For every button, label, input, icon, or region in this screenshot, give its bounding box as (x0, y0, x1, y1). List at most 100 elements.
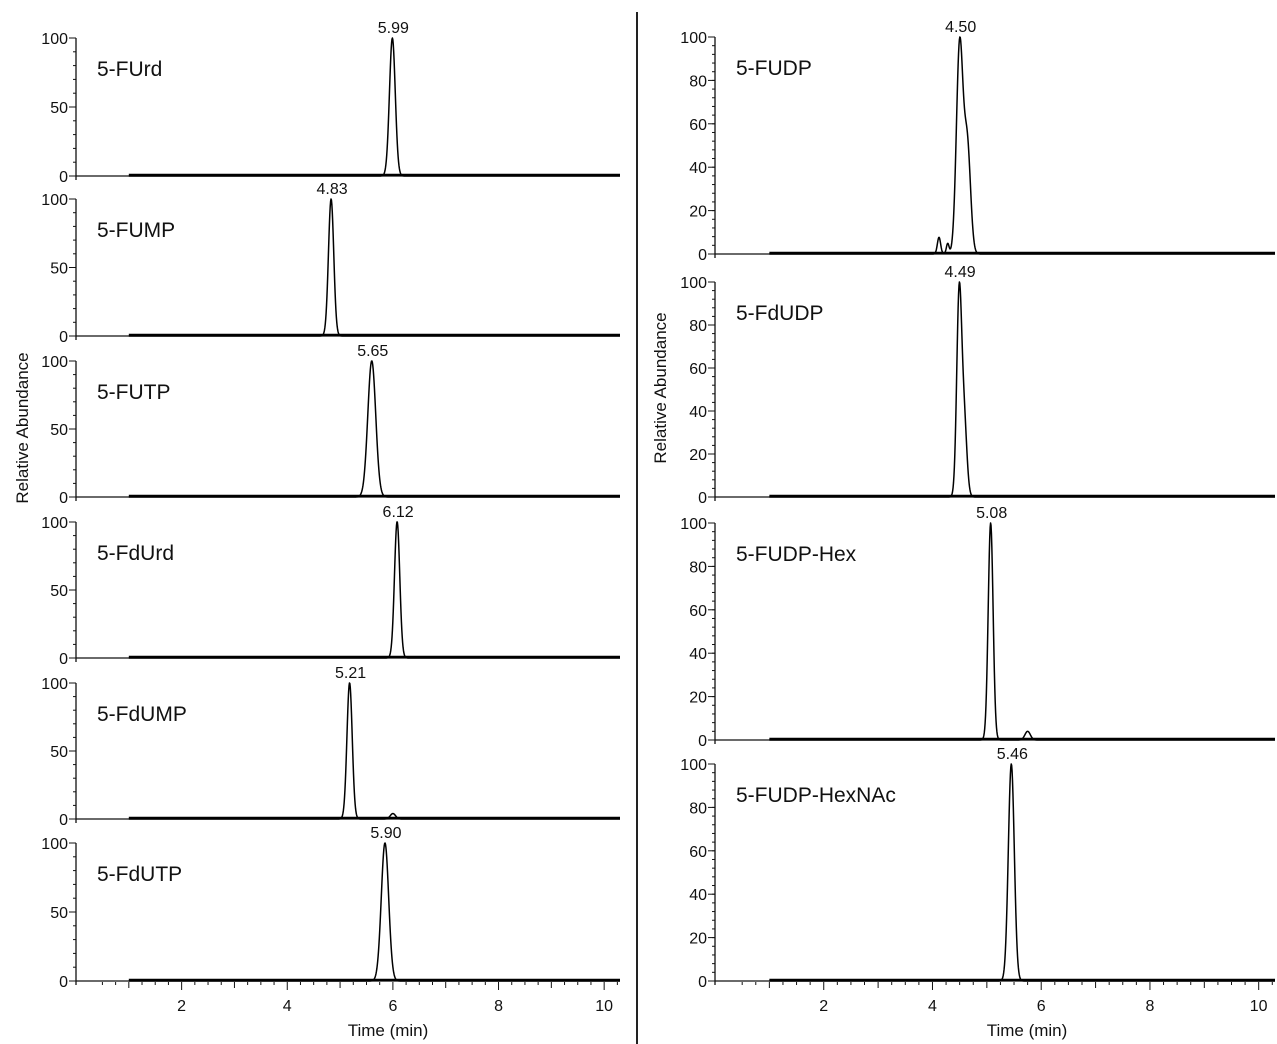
peak-retention-label: 5.65 (357, 343, 388, 360)
y-tick-label: 100 (41, 31, 68, 48)
x-tick-label: 4 (283, 998, 292, 1015)
chromatogram-panel: 0 50 100 5.99 5-FUrd (41, 20, 621, 186)
chromatogram-panel: 0 20 40 60 80 100 5.08 5-FUDP-Hex (680, 505, 1276, 750)
peak-retention-label: 5.21 (335, 665, 366, 682)
chromatogram-trace (128, 682, 621, 820)
y-tick-label: 80 (689, 73, 707, 90)
compound-label: 5-FUrd (97, 58, 162, 81)
right-x-axis-title: Time (min) (987, 1021, 1068, 1040)
y-tick-label: 50 (50, 261, 68, 278)
y-tick-label: 0 (698, 974, 707, 991)
left-x-axis-title: Time (min) (348, 1021, 429, 1040)
y-tick-label: 80 (689, 559, 707, 576)
peak-retention-label: 4.83 (317, 181, 348, 198)
chromatogram-panel: 0 50 100 5.65 5-FUTP (41, 343, 621, 507)
peak-retention-label: 4.49 (945, 264, 976, 281)
x-tick-label: 2 (177, 998, 186, 1015)
peak-retention-label: 5.90 (370, 825, 401, 842)
peak-retention-label: 5.99 (378, 20, 409, 37)
plot-panels: 0501005.995-FUrd0501004.835-FUMP0501005.… (41, 19, 1276, 1015)
chromatogram-trace (769, 36, 1276, 255)
y-tick-label: 0 (698, 490, 707, 507)
y-tick-label: 60 (689, 844, 707, 861)
x-tick-label: 10 (595, 998, 613, 1015)
compound-label: 5-FdUTP (97, 863, 182, 886)
y-tick-label: 100 (41, 836, 68, 853)
y-tick-label: 0 (59, 490, 68, 507)
peak-retention-label: 4.50 (945, 19, 976, 36)
y-tick-label: 20 (689, 447, 707, 464)
y-tick-label: 50 (50, 100, 68, 117)
y-tick-label: 20 (689, 931, 707, 948)
chromatogram-trace (769, 522, 1276, 741)
compound-label: 5-FUMP (97, 219, 175, 242)
x-tick-label: 8 (494, 998, 503, 1015)
chromatogram-panel: 0 20 40 60 80 100 5.46 5-FUDP-HexNAc (680, 746, 1276, 991)
x-tick-label: 10 (1250, 998, 1268, 1015)
y-tick-label: 0 (59, 812, 68, 829)
y-tick-label: 60 (689, 117, 707, 134)
y-tick-label: 60 (689, 361, 707, 378)
y-tick-label: 100 (41, 676, 68, 693)
chromatogram-trace (128, 521, 621, 659)
chromatogram-trace (128, 360, 621, 498)
y-tick-label: 50 (50, 422, 68, 439)
y-tick-label: 100 (41, 515, 68, 532)
y-tick-label: 20 (689, 204, 707, 221)
chromatogram-trace (769, 281, 1276, 498)
x-tick-label: 8 (1145, 998, 1154, 1015)
y-tick-label: 0 (59, 974, 68, 991)
y-tick-label: 50 (50, 744, 68, 761)
y-tick-label: 20 (689, 690, 707, 707)
left-y-axis-title: Relative Abundance (13, 352, 32, 503)
peak-retention-label: 5.08 (976, 505, 1007, 522)
y-tick-label: 50 (50, 905, 68, 922)
compound-label: 5-FdUMP (97, 703, 187, 726)
chromatogram-trace (128, 37, 621, 177)
chromatogram-panel: 0 50 100 5.21 5-FdUMP (41, 665, 621, 829)
y-tick-label: 100 (41, 354, 68, 371)
chromatogram-panel: 0 50 100 4.83 5-FUMP (41, 181, 621, 346)
y-tick-label: 80 (689, 318, 707, 335)
chromatogram-panel: 0 50 100 5.90 5-FdUTP (41, 825, 621, 991)
peak-retention-label: 6.12 (383, 504, 414, 521)
compound-label: 5-FUDP-HexNAc (736, 784, 896, 807)
y-tick-label: 60 (689, 603, 707, 620)
chromatogram-panel: 0 20 40 60 80 100 4.49 5-FdUDP (680, 264, 1276, 507)
x-tick-label: 4 (928, 998, 937, 1015)
y-tick-label: 0 (59, 169, 68, 186)
y-tick-label: 0 (698, 247, 707, 264)
x-tick-label: 6 (388, 998, 397, 1015)
y-tick-label: 40 (689, 160, 707, 177)
chromatogram-trace (769, 763, 1276, 982)
right-y-axis-title: Relative Abundance (651, 312, 670, 463)
compound-label: 5-FdUrd (97, 542, 174, 565)
x-axis: 2 4 6 8 10 (741, 982, 1273, 1015)
y-tick-label: 40 (689, 887, 707, 904)
chromatogram-trace (128, 842, 621, 982)
y-tick-label: 100 (680, 275, 707, 292)
y-tick-label: 100 (41, 192, 68, 209)
y-tick-label: 0 (59, 651, 68, 668)
y-tick-label: 100 (680, 516, 707, 533)
y-tick-label: 100 (680, 30, 707, 47)
y-tick-label: 0 (698, 733, 707, 750)
y-tick-label: 0 (59, 329, 68, 346)
y-tick-label: 40 (689, 646, 707, 663)
y-tick-label: 100 (680, 757, 707, 774)
compound-label: 5-FUTP (97, 381, 171, 404)
y-tick-label: 50 (50, 583, 68, 600)
x-tick-label: 2 (819, 998, 828, 1015)
compound-label: 5-FUDP (736, 57, 812, 80)
y-tick-label: 80 (689, 800, 707, 817)
peak-retention-label: 5.46 (997, 746, 1028, 763)
x-tick-label: 6 (1037, 998, 1046, 1015)
compound-label: 5-FUDP-Hex (736, 543, 857, 566)
chromatogram-panel: 0 50 100 6.12 5-FdUrd (41, 504, 621, 668)
x-axis: 2 4 6 8 10 (101, 982, 618, 1015)
chromatogram-panel: 0 20 40 60 80 100 4.50 5-FUDP (680, 19, 1276, 264)
chromatogram-trace (128, 198, 621, 337)
y-tick-label: 40 (689, 404, 707, 421)
compound-label: 5-FdUDP (736, 302, 824, 325)
